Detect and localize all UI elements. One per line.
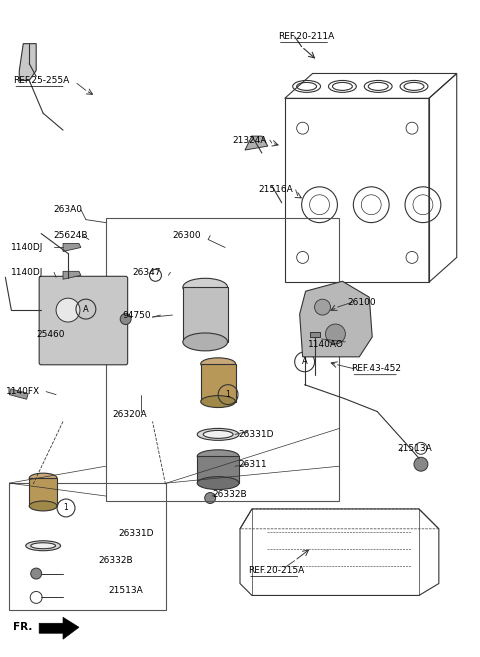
Text: 26332B: 26332B: [99, 556, 133, 565]
Text: 25624B: 25624B: [53, 231, 87, 240]
Circle shape: [314, 299, 330, 315]
Text: FR.: FR.: [13, 622, 33, 632]
Ellipse shape: [26, 541, 60, 551]
Ellipse shape: [197, 476, 239, 489]
Text: 263A0: 263A0: [53, 205, 82, 214]
Text: 26331D: 26331D: [238, 430, 274, 439]
Text: 26332B: 26332B: [212, 489, 247, 499]
Text: 94750: 94750: [123, 311, 151, 319]
Bar: [183, 287, 228, 342]
Ellipse shape: [183, 333, 228, 351]
Bar: [310, 332, 320, 337]
Text: 26300: 26300: [172, 231, 201, 240]
Ellipse shape: [197, 450, 239, 463]
Text: 1: 1: [226, 390, 230, 399]
Text: 26347: 26347: [132, 268, 161, 277]
Ellipse shape: [201, 396, 236, 407]
Text: REF.20-215A: REF.20-215A: [248, 566, 304, 575]
Text: 1140AO: 1140AO: [308, 340, 344, 350]
Circle shape: [31, 568, 42, 579]
Text: 1: 1: [64, 503, 68, 512]
Text: 21324A: 21324A: [232, 135, 266, 145]
Polygon shape: [300, 281, 372, 357]
Circle shape: [56, 298, 80, 322]
Ellipse shape: [29, 473, 57, 483]
Text: 26100: 26100: [348, 298, 376, 307]
Text: 1140DJ: 1140DJ: [12, 243, 44, 252]
FancyBboxPatch shape: [39, 277, 128, 365]
Ellipse shape: [31, 543, 56, 549]
Text: 26320A: 26320A: [113, 410, 147, 419]
Ellipse shape: [201, 358, 236, 370]
Circle shape: [414, 457, 428, 471]
Text: REF.25-255A: REF.25-255A: [13, 76, 70, 85]
Bar: [197, 456, 239, 483]
Text: 21513A: 21513A: [397, 443, 432, 453]
Polygon shape: [63, 244, 81, 252]
Bar: [9, 389, 28, 399]
Text: 26311: 26311: [238, 460, 266, 468]
Ellipse shape: [203, 430, 233, 438]
Ellipse shape: [197, 428, 239, 440]
Text: A: A: [302, 357, 308, 367]
Polygon shape: [245, 136, 268, 150]
Text: REF.20-211A: REF.20-211A: [278, 32, 334, 41]
Text: REF.43-452: REF.43-452: [351, 364, 401, 373]
Polygon shape: [63, 271, 81, 279]
Text: 1140DJ: 1140DJ: [12, 268, 44, 277]
Text: A: A: [83, 305, 89, 313]
Ellipse shape: [183, 279, 228, 296]
Text: 1140FX: 1140FX: [6, 387, 40, 396]
Text: 25460: 25460: [36, 330, 65, 340]
Text: 21516A: 21516A: [258, 185, 293, 194]
Text: 26331D: 26331D: [119, 530, 154, 538]
Polygon shape: [19, 43, 36, 80]
Circle shape: [204, 493, 216, 503]
Ellipse shape: [29, 501, 57, 511]
Polygon shape: [39, 618, 79, 639]
Circle shape: [120, 313, 131, 325]
Bar: [201, 364, 236, 401]
Circle shape: [325, 324, 346, 344]
Bar: [29, 478, 57, 506]
Text: 21513A: 21513A: [109, 586, 144, 595]
